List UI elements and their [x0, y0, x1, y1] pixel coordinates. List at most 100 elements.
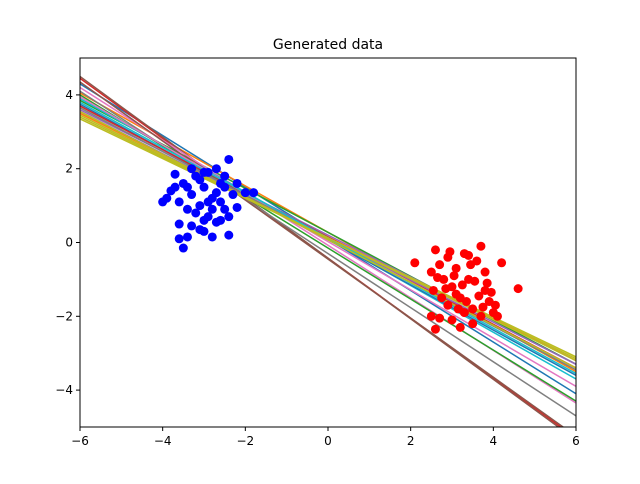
plot-frame [79, 57, 577, 428]
data-point-0-24 [224, 230, 234, 240]
data-point-1-36 [445, 247, 455, 257]
x-tick-label: 0 [324, 434, 332, 448]
data-point-0-22 [207, 232, 217, 242]
data-point-0-26 [162, 193, 172, 203]
data-point-0-18 [174, 219, 184, 229]
data-point-0-39 [195, 225, 205, 235]
data-point-1-47 [490, 300, 500, 310]
data-point-0-43 [170, 182, 180, 192]
data-point-0-3 [182, 204, 192, 214]
data-point-1-0 [410, 258, 420, 268]
data-point-1-20 [430, 324, 440, 334]
data-point-1-34 [474, 291, 484, 301]
data-point-1-38 [461, 297, 471, 307]
decision-line-17 [80, 107, 576, 371]
data-point-0-46 [211, 188, 221, 198]
x-tick-label: −4 [154, 434, 172, 448]
data-point-1-26 [468, 319, 478, 329]
decision-line-21 [80, 118, 576, 358]
data-point-0-14 [228, 190, 238, 200]
y-tick-label: 0 [65, 236, 73, 250]
data-point-1-23 [447, 315, 457, 325]
chart-title: Generated data [273, 37, 383, 53]
data-point-0-40 [216, 197, 226, 207]
data-point-0-33 [191, 208, 201, 218]
data-point-0-44 [203, 197, 213, 207]
data-point-0-13 [224, 154, 234, 164]
decision-line-20 [80, 110, 576, 369]
data-point-1-28 [480, 267, 490, 277]
data-point-0-7 [199, 182, 209, 192]
data-point-0-41 [224, 212, 234, 222]
data-point-0-36 [174, 234, 184, 244]
data-point-1-43 [441, 284, 451, 294]
data-point-1-11 [468, 304, 478, 314]
y-tick-label: 4 [65, 88, 73, 102]
data-point-0-35 [207, 204, 217, 214]
data-point-0-34 [199, 215, 209, 225]
data-point-0-42 [182, 182, 192, 192]
decision-line-5 [80, 75, 560, 427]
data-point-1-21 [435, 313, 445, 323]
data-point-0-10 [211, 164, 221, 174]
data-point-1-19 [513, 284, 523, 294]
data-point-0-47 [220, 171, 230, 181]
data-point-0-17 [249, 188, 259, 198]
x-tick-label: −6 [71, 434, 89, 448]
data-point-1-44 [464, 250, 474, 260]
data-point-0-4 [187, 190, 197, 200]
data-point-1-31 [449, 271, 459, 281]
data-point-1-1 [426, 267, 436, 277]
data-point-0-29 [195, 175, 205, 185]
data-point-1-29 [428, 285, 438, 295]
data-point-1-35 [482, 278, 492, 288]
data-point-1-22 [443, 300, 453, 310]
data-point-1-45 [426, 311, 436, 321]
data-point-1-30 [437, 293, 447, 303]
data-point-1-42 [486, 287, 496, 297]
decision-line-15 [80, 81, 565, 427]
data-point-1-39 [470, 276, 480, 286]
data-point-0-19 [178, 243, 188, 253]
decision-line-16 [80, 96, 576, 388]
data-point-0-32 [220, 182, 230, 192]
data-point-1-27 [476, 311, 486, 321]
data-point-0-15 [232, 202, 242, 212]
x-tick-label: 4 [490, 434, 498, 448]
data-point-1-41 [478, 302, 488, 312]
data-point-0-16 [240, 188, 250, 198]
data-point-1-37 [453, 304, 463, 314]
data-point-0-20 [182, 232, 192, 242]
data-point-0-38 [187, 221, 197, 231]
data-point-0-12 [220, 204, 230, 214]
data-point-1-17 [492, 311, 502, 321]
data-point-1-18 [497, 258, 507, 268]
data-point-0-28 [187, 164, 197, 174]
y-tick-label: −2 [55, 309, 73, 323]
x-tick-label: −2 [236, 434, 254, 448]
data-point-1-24 [451, 289, 461, 299]
data-point-0-45 [199, 167, 209, 177]
data-point-1-3 [435, 260, 445, 270]
data-point-0-27 [170, 169, 180, 179]
data-point-1-7 [451, 263, 461, 273]
data-point-0-31 [211, 217, 221, 227]
scatter-points [158, 154, 523, 334]
data-point-1-46 [455, 322, 465, 332]
data-point-1-32 [457, 280, 467, 290]
data-point-0-1 [174, 197, 184, 207]
data-point-1-13 [476, 241, 486, 251]
y-tick-label: −4 [55, 383, 73, 397]
data-point-1-2 [430, 245, 440, 255]
y-axis-ticks: −4 −2 0 2 4 [55, 88, 80, 397]
y-tick-label: 2 [65, 162, 73, 176]
data-point-1-33 [466, 260, 476, 270]
data-point-1-40 [433, 273, 443, 283]
decision-line-12 [80, 94, 576, 402]
data-point-0-6 [195, 201, 205, 211]
decision-lines [80, 75, 576, 427]
data-point-0-37 [232, 178, 242, 188]
x-tick-label: 2 [407, 434, 415, 448]
decision-line-13 [80, 105, 576, 369]
